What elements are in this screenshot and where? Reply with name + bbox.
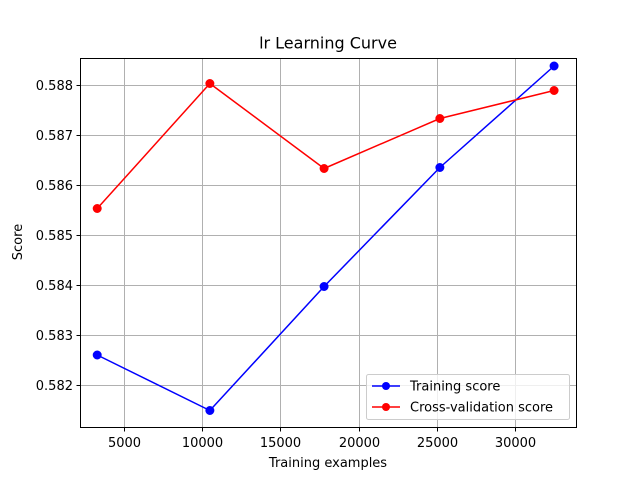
series-training-score — [92, 61, 559, 415]
x-tick-label: 10000 — [182, 436, 223, 451]
data-point-cross-validation-score — [319, 164, 329, 173]
data-point-cross-validation-score — [205, 79, 215, 88]
x-tick-label: 30000 — [495, 436, 536, 451]
series-layer — [92, 61, 559, 415]
data-point-training-score — [92, 350, 102, 360]
x-axis-label: Training examples — [268, 456, 387, 471]
data-point-cross-validation-score — [92, 204, 102, 213]
chart-title: lr Learning Curve — [259, 34, 397, 53]
legend-label-training-score: Training score — [409, 380, 500, 395]
data-point-training-score — [319, 282, 329, 291]
series-cross-validation-score — [92, 79, 559, 213]
y-axis-label: Score — [11, 224, 26, 260]
y-tick-label: 0.585 — [36, 229, 73, 244]
y-tick-label: 0.586 — [36, 179, 73, 194]
tick-layer: 5000 10000 15000 20000 25000 30000 0.582 0.583 0… — [36, 79, 536, 451]
data-point-cross-validation-score — [435, 114, 445, 123]
data-point-training-score — [549, 61, 559, 71]
data-point-training-score — [435, 163, 445, 172]
data-point-cross-validation-score — [549, 86, 559, 95]
legend-box — [366, 374, 570, 420]
legend-marker-cross-validation-score — [382, 403, 390, 411]
x-tick-label: 25000 — [417, 436, 458, 451]
plot-area — [80, 58, 577, 428]
data-point-training-score — [205, 406, 215, 415]
y-tick-label: 0.584 — [36, 279, 73, 294]
legend-marker-training-score — [382, 382, 390, 390]
legend: Training score Cross-validation score — [366, 374, 570, 420]
y-tick-label: 0.588 — [36, 79, 73, 94]
y-tick-label: 0.583 — [36, 329, 73, 344]
grid-layer — [80, 58, 576, 427]
x-tick-label: 5000 — [108, 436, 141, 451]
x-tick-label: 15000 — [260, 436, 301, 451]
y-tick-label: 0.582 — [36, 379, 73, 394]
legend-items: Training score Cross-validation score — [372, 380, 553, 416]
y-tick-label: 0.587 — [36, 129, 73, 144]
x-tick-label: 20000 — [339, 436, 380, 451]
legend-label-cross-validation-score: Cross-validation score — [410, 401, 553, 416]
